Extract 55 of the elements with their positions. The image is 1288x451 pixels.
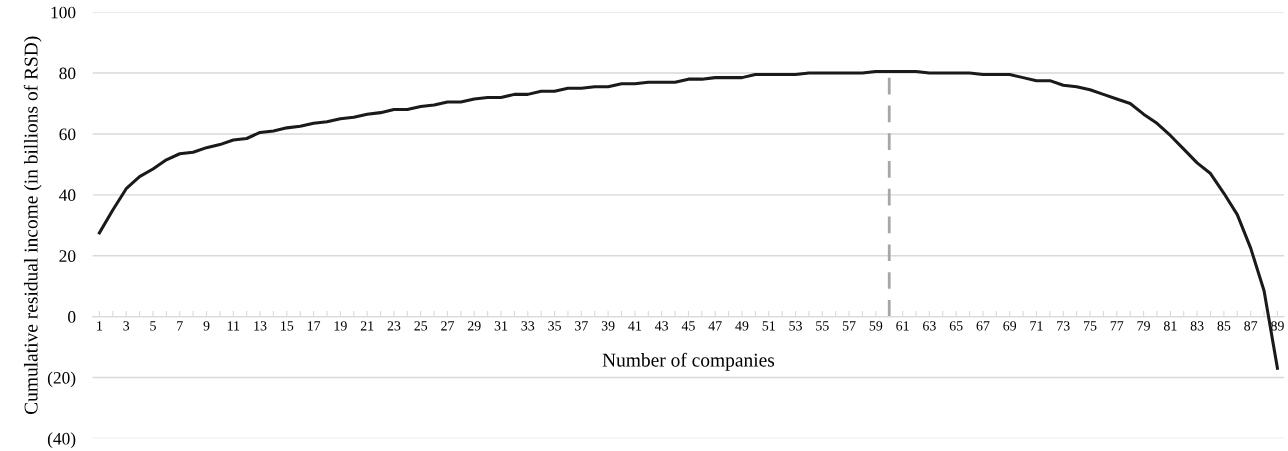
x-tick-label: 73	[1057, 321, 1070, 331]
x-tick-label: 7	[177, 321, 183, 331]
x-axis-title: Number of companies	[602, 352, 775, 371]
x-tick-label: 59	[869, 321, 883, 331]
x-tick-label: 5	[150, 321, 156, 331]
x-tick-label: 3	[123, 321, 130, 331]
x-tick-label: 27	[441, 321, 455, 331]
x-tick-label: 25	[414, 321, 428, 331]
x-tick-label: 41	[628, 321, 641, 331]
x-tick-label: 69	[1003, 321, 1017, 331]
x-tick-label: 1	[97, 321, 103, 331]
x-tick-label: 67	[976, 321, 990, 331]
x-tick-label: 49	[735, 321, 749, 331]
x-tick-label: 75	[1084, 321, 1097, 331]
x-tick-label: 15	[281, 321, 294, 331]
x-tick-label: 35	[548, 321, 561, 331]
x-tick-label: 43	[654, 321, 669, 331]
x-tick-label: 45	[681, 321, 695, 331]
x-tick-label: 23	[387, 321, 401, 331]
x-tick-label: 53	[789, 321, 802, 331]
x-tick-label: 29	[467, 321, 481, 331]
y-tick-label: 0	[68, 311, 76, 323]
x-tick-label: 79	[1137, 321, 1150, 331]
x-tick-label: 65	[949, 321, 963, 331]
y-tick-label: 20	[59, 250, 76, 262]
x-tick-label: 57	[842, 321, 856, 331]
y-axis-title: Cumulative residual income (in billions of RSD)	[23, 36, 42, 415]
x-tick-label: 19	[334, 321, 347, 331]
x-tick-label: 51	[762, 321, 775, 331]
y-tick-label: (20)	[47, 371, 76, 388]
y-tick-label: 80	[59, 67, 76, 80]
y-tick-label: 40	[59, 189, 76, 202]
x-tick-label: 13	[254, 321, 267, 331]
y-tick-label: (40)	[47, 432, 76, 449]
x-tick-label: 61	[896, 321, 909, 331]
x-tick-label: 9	[203, 321, 210, 331]
x-tick-label: 17	[307, 321, 321, 331]
x-tick-label: 85	[1217, 321, 1231, 331]
x-tick-label: 47	[708, 321, 722, 331]
x-tick-label: 33	[521, 321, 535, 331]
x-tick-label: 37	[575, 321, 588, 331]
y-tick-label: 60	[59, 128, 76, 141]
x-tick-label: 31	[494, 321, 508, 331]
y-tick-label: 100	[51, 6, 76, 19]
x-tick-label: 89	[1271, 321, 1284, 331]
x-tick-label: 39	[601, 321, 615, 331]
x-tick-label: 77	[1110, 321, 1124, 331]
x-tick-label: 81	[1163, 321, 1177, 331]
x-tick-label: 71	[1030, 321, 1043, 331]
x-tick-label: 63	[923, 321, 936, 331]
x-tick-label: 87	[1244, 321, 1258, 331]
x-tick-label: 55	[816, 321, 829, 331]
x-tick-label: 83	[1190, 321, 1204, 331]
x-tick-label: 21	[360, 321, 374, 331]
x-tick-label: 11	[227, 321, 240, 331]
